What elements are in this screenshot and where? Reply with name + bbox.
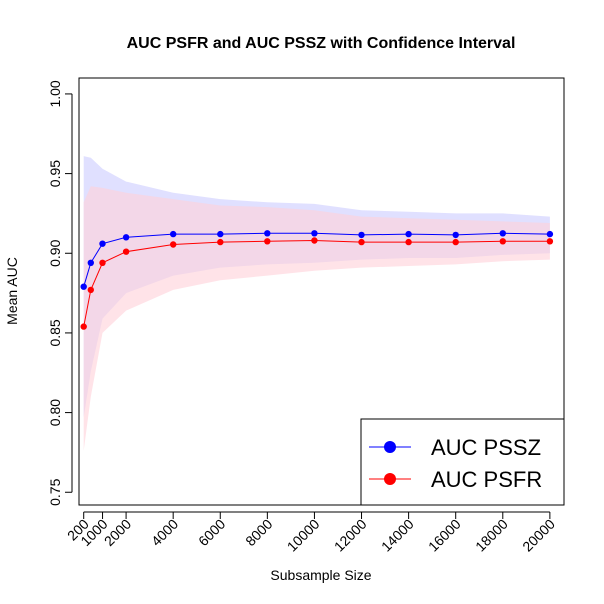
- x-tick-label: 16000: [425, 516, 464, 555]
- data-point-auc-pssz: [499, 230, 506, 237]
- legend: AUC PSSZ AUC PSFR: [360, 418, 565, 506]
- legend-box: [360, 418, 565, 506]
- x-axis-label: Subsample Size: [270, 567, 371, 583]
- data-point-auc-pssz: [80, 283, 87, 290]
- data-point-auc-pssz: [546, 230, 554, 238]
- data-point-auc-pssz: [452, 231, 459, 239]
- data-point-auc-pssz: [87, 259, 95, 266]
- ci-band-auc-psfr: [83, 186, 550, 451]
- y-tick-label: 0.95: [47, 160, 63, 187]
- y-tick-label: 0.80: [47, 399, 63, 426]
- x-tick-label: 12000: [331, 516, 370, 555]
- data-point-auc-pssz: [122, 234, 130, 241]
- data-point-auc-psfr: [217, 238, 224, 246]
- x-tick-label: 14000: [378, 516, 417, 555]
- data-point-auc-psfr: [80, 323, 87, 330]
- y-axis-label: Mean AUC: [4, 257, 20, 325]
- data-point-auc-psfr: [546, 238, 554, 245]
- data-point-auc-pssz: [358, 231, 365, 239]
- y-tick-label: 0.90: [47, 239, 63, 266]
- plot-frame: [78, 77, 565, 506]
- chart-title: AUC PSFR and AUC PSSZ with Confidence In…: [127, 35, 516, 52]
- series-points: [80, 230, 554, 330]
- data-point-auc-pssz: [264, 230, 271, 237]
- data-point-auc-psfr: [452, 238, 459, 246]
- y-tick-label: 0.85: [47, 319, 63, 346]
- x-tick-label: 4000: [148, 516, 181, 549]
- x-tick-label: 2000: [101, 516, 134, 549]
- data-point-auc-psfr: [170, 241, 177, 248]
- data-point-auc-pssz: [170, 230, 177, 238]
- legend-marker-psfr: [384, 473, 396, 485]
- data-point-auc-psfr: [358, 238, 365, 246]
- legend-label-pssz: AUC PSSZ: [431, 435, 541, 460]
- data-point-auc-psfr: [264, 238, 271, 245]
- x-tick-label: 20000: [519, 516, 558, 555]
- legend-marker-pssz: [384, 441, 396, 453]
- y-tick-label: 1.00: [47, 80, 63, 107]
- data-point-auc-psfr: [87, 286, 95, 294]
- confidence-bands: [83, 156, 550, 451]
- y-tick-label: 0.75: [47, 478, 63, 505]
- data-point-auc-psfr: [499, 238, 506, 245]
- x-tick-label: 18000: [472, 516, 511, 555]
- data-point-auc-pssz: [217, 230, 224, 238]
- data-point-auc-pssz: [99, 240, 106, 247]
- x-tick-label: 8000: [242, 516, 275, 549]
- x-tick-label: 10000: [284, 516, 323, 555]
- data-point-auc-psfr: [311, 237, 318, 244]
- data-point-auc-psfr: [122, 248, 130, 255]
- data-point-auc-psfr: [99, 259, 106, 266]
- data-point-auc-pssz: [311, 230, 318, 237]
- data-point-auc-pssz: [405, 230, 412, 238]
- x-tick-label: 6000: [195, 516, 228, 549]
- y-axis: 0.75 0.80 0.85 0.90 0.95 1.00: [47, 80, 73, 506]
- data-point-auc-psfr: [405, 238, 412, 246]
- legend-label-psfr: AUC PSFR: [431, 467, 542, 492]
